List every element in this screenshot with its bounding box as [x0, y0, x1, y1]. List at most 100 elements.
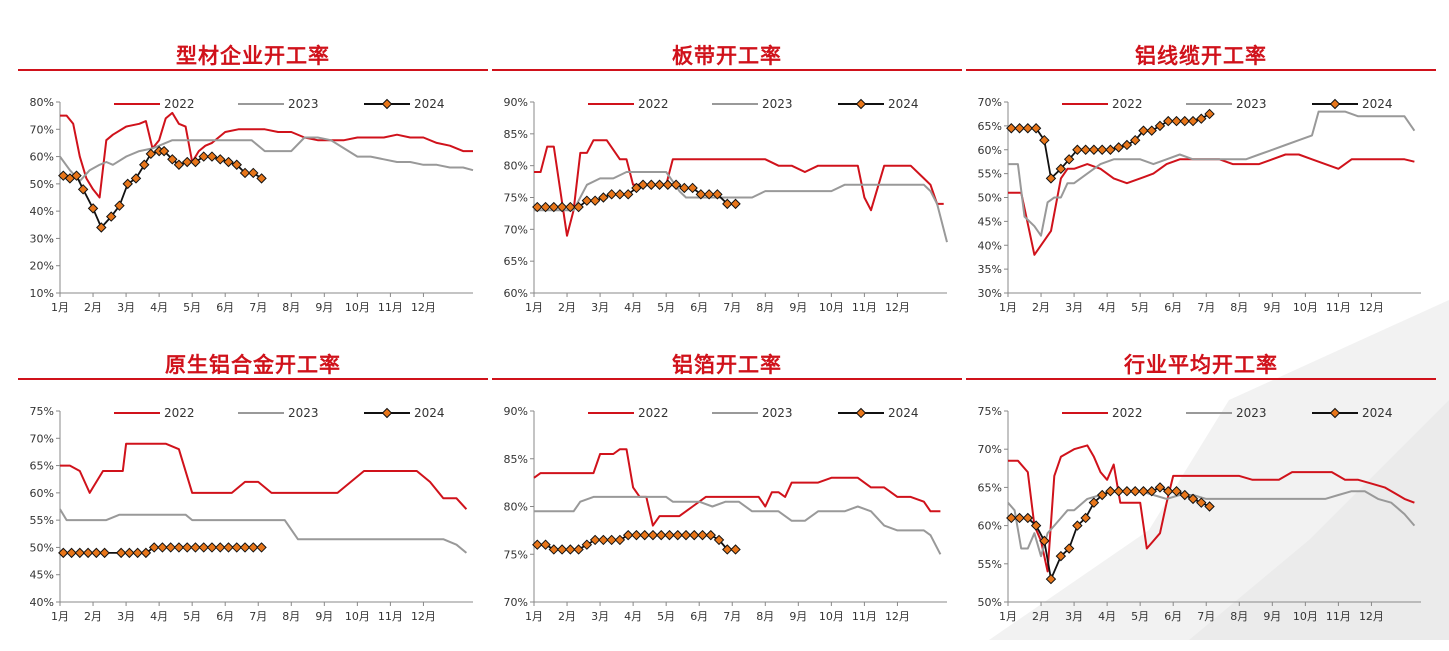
data-point-2024 [565, 201, 576, 213]
y-tick-label: 40% [30, 596, 54, 609]
x-tick-label: 3月 [591, 610, 609, 623]
data-point-2024 [139, 159, 150, 170]
title-rule [966, 69, 1436, 71]
data-point-2024 [198, 151, 209, 162]
data-point-2024 [140, 547, 152, 559]
data-point-2024 [1113, 142, 1124, 153]
data-point-2024 [1072, 144, 1083, 155]
series-line-2022 [60, 111, 473, 199]
y-tick-label: 40% [978, 239, 1002, 252]
y-tick-label: 50% [30, 178, 54, 191]
data-point-2024 [1113, 486, 1124, 497]
y-tick-label: 75% [978, 405, 1002, 418]
data-point-2024 [1014, 123, 1025, 134]
data-point-2024 [1088, 144, 1100, 155]
data-point-2024 [664, 529, 675, 541]
data-point-2024 [1045, 573, 1057, 585]
series-line-2023 [59, 136, 474, 183]
data-point-2024 [1146, 125, 1157, 136]
data-point-2024 [1146, 486, 1157, 497]
data-point-2024 [130, 173, 142, 184]
data-point-2024 [1204, 108, 1215, 120]
data-point-2024 [689, 529, 700, 541]
data-point-2024 [165, 542, 176, 553]
data-point-2024 [167, 154, 178, 165]
y-tick-label: 45% [30, 569, 54, 582]
x-tick-label: 6月 [1164, 301, 1182, 314]
data-point-2024 [1187, 115, 1199, 127]
data-point-2024 [589, 195, 601, 206]
y-tick-label: 65% [978, 120, 1002, 133]
y-tick-label: 60% [30, 487, 54, 500]
x-tick-label: 2月 [84, 301, 102, 314]
y-tick-label: 55% [30, 514, 54, 527]
legend-label-2024: 2024 [414, 97, 445, 111]
x-tick-label: 5月 [1131, 301, 1149, 314]
data-point-2024 [58, 547, 69, 559]
data-point-2024 [722, 544, 733, 555]
y-tick-label: 20% [30, 260, 54, 273]
x-tick-label: 2月 [558, 301, 576, 314]
chart-panel-foil: 铝箔开工率 70% 75% 80% 85% 90% 1月 2月 3月 4月 5月 6月 7月 8月 9月 1… [492, 341, 962, 651]
x-tick-label: 1月 [999, 301, 1017, 314]
series-line-2022 [1008, 444, 1415, 573]
data-point-2024 [1121, 139, 1133, 151]
data-point-2024 [1045, 173, 1057, 184]
data-point-2024 [77, 184, 89, 195]
data-point-2024 [1204, 501, 1215, 512]
data-point-2024 [606, 189, 617, 200]
chart-title: 铝线缆开工率 [1135, 44, 1267, 68]
legend-label-2023: 2023 [1236, 97, 1267, 111]
data-point-2024 [1080, 144, 1091, 155]
data-point-2024 [1055, 163, 1067, 175]
legend-label-2022: 2022 [1112, 406, 1143, 420]
legend-marker-2024 [855, 407, 867, 419]
title-rule [966, 378, 1436, 380]
data-point-2024 [598, 534, 609, 546]
data-point-2024 [548, 544, 560, 555]
data-point-2024 [1163, 486, 1174, 497]
x-tick-label: 5月 [1131, 610, 1149, 623]
x-tick-label: 11月 [1326, 301, 1351, 314]
data-point-2024 [1055, 550, 1067, 562]
data-point-2024 [1022, 123, 1034, 134]
y-tick-label: 80% [504, 160, 528, 173]
legend-label-2022: 2022 [164, 406, 195, 420]
line-chart: 10% 20% 30% 40% 50% 60% 70% 80% 1月 2月 3月 4月 5月 6月 7月 8月… [30, 96, 474, 314]
data-point-2024 [573, 544, 584, 555]
series-line-2023 [534, 171, 948, 243]
x-tick-label: 4月 [624, 301, 642, 314]
y-tick-label: 50% [30, 541, 54, 554]
title-rule [492, 378, 962, 380]
x-tick-label: 11月 [852, 301, 877, 314]
series-line-2022 [533, 448, 941, 527]
data-point-2024 [703, 189, 715, 200]
data-point-2024 [1014, 512, 1025, 524]
data-point-2024 [215, 154, 226, 165]
x-tick-label: 5月 [183, 301, 201, 314]
data-point-2024 [87, 203, 99, 214]
data-point-2024 [223, 156, 234, 168]
x-tick-label: 1月 [525, 301, 543, 314]
data-point-2024 [1154, 482, 1166, 493]
y-tick-label: 40% [30, 205, 54, 218]
data-point-2024 [239, 167, 251, 179]
data-point-2024 [548, 201, 560, 213]
data-point-2024 [614, 534, 626, 546]
chart-panel-cable: 铝线缆开工率 30% 35% 40% 45% 50% 55% 60% 65% 70% 1月 2月 3月… [966, 32, 1436, 342]
data-point-2024 [124, 547, 135, 559]
data-point-2024 [1179, 115, 1190, 127]
chart-title: 型材企业开工率 [176, 44, 330, 68]
x-tick-label: 9月 [789, 610, 807, 623]
data-point-2024 [115, 547, 127, 559]
x-tick-label: 9月 [1263, 301, 1281, 314]
series-line-2022 [534, 139, 944, 237]
data-point-2024 [631, 182, 642, 194]
legend-label-2023: 2023 [288, 406, 319, 420]
data-point-2024 [730, 198, 741, 210]
data-point-2024 [705, 529, 716, 541]
legend-marker-2024 [381, 98, 393, 110]
chart-title: 铝箔开工率 [672, 353, 782, 377]
data-point-2024 [1096, 489, 1108, 501]
x-tick-label: 3月 [117, 301, 135, 314]
